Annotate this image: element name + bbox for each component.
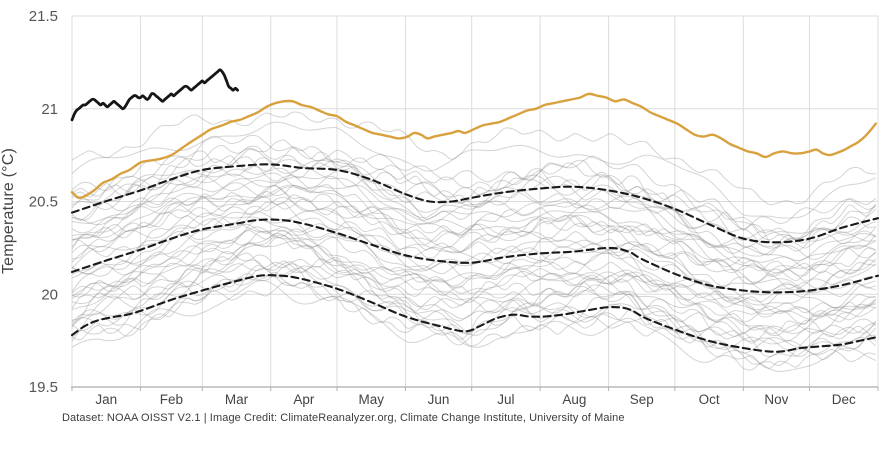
background-year-line: [71, 169, 876, 257]
background-year-line: [71, 226, 877, 321]
background-year-line: [71, 228, 876, 314]
background-year-line: [71, 147, 877, 244]
orange-line-full-year: [70, 92, 877, 200]
background-year-line: [71, 139, 877, 241]
background-year-line: [71, 210, 876, 300]
background-year-line: [71, 121, 876, 219]
dashed-mean: [70, 218, 880, 294]
background-year-line: [71, 184, 877, 277]
background-year-line: [71, 167, 877, 261]
background-year-line: [71, 185, 877, 286]
background-year-line: [71, 218, 876, 311]
background-year-line: [71, 281, 876, 371]
background-year-line: [71, 196, 877, 293]
dashed-lower-minus-2-sigma: [70, 274, 880, 353]
background-year-line: [71, 252, 877, 344]
background-year-line: [71, 172, 876, 261]
background-year-line: [71, 240, 877, 335]
x-tick-label: Apr: [293, 392, 315, 407]
background-year-line: [71, 184, 876, 274]
x-tick-label: Oct: [699, 392, 720, 407]
background-year-line: [71, 237, 877, 335]
background-year-line: [71, 218, 876, 303]
x-tick-label: Feb: [160, 392, 183, 407]
x-tick-label: Dec: [832, 392, 856, 407]
background-year-line: [71, 271, 876, 369]
background-year-line: [71, 158, 876, 241]
background-year-line: [71, 201, 876, 290]
x-tick-label: Nov: [764, 392, 788, 407]
background-year-line: [71, 222, 876, 306]
y-tick-label: 21.5: [29, 8, 58, 25]
x-tick-label: Mar: [225, 392, 249, 407]
background-year-line: [71, 134, 876, 230]
x-tick-label: Aug: [562, 392, 586, 407]
y-tick-label: 19.5: [29, 379, 58, 396]
dashed-upper-plus-2-sigma: [70, 163, 880, 244]
black-line-partial-year: [70, 68, 239, 122]
x-tick-label: Sep: [630, 392, 654, 407]
background-year-line: [71, 192, 876, 274]
background-year-line: [71, 198, 876, 282]
background-year-line: [71, 232, 876, 323]
background-year-line: [71, 156, 876, 252]
background-year-line: [71, 210, 877, 294]
background-year-line: [71, 234, 876, 317]
background-year-line: [71, 268, 877, 365]
x-tick-label: May: [358, 392, 384, 407]
background-year-line: [71, 259, 877, 351]
background-year-line: [71, 184, 877, 282]
background-year-line: [71, 261, 877, 358]
dataset-credit-caption: Dataset: NOAA OISST V2.1 | Image Credit:…: [62, 412, 625, 424]
y-tick-label: 20: [41, 286, 58, 303]
background-year-line: [71, 263, 877, 354]
background-year-line: [71, 251, 877, 342]
background-year-line: [71, 165, 877, 256]
x-tick-label: Jul: [497, 392, 514, 407]
x-tick-label: Jun: [428, 392, 450, 407]
background-year-line: [71, 182, 877, 271]
background-year-line: [71, 261, 876, 337]
y-axis-title: Temperature (°C): [0, 147, 17, 275]
x-tick-label: Jan: [95, 392, 117, 407]
background-year-line: [71, 280, 877, 373]
background-year-line: [71, 111, 876, 206]
background-year-line: [71, 144, 877, 241]
y-tick-label: 20.5: [29, 194, 58, 211]
y-tick-label: 21: [41, 101, 58, 118]
background-year-line: [71, 229, 876, 325]
